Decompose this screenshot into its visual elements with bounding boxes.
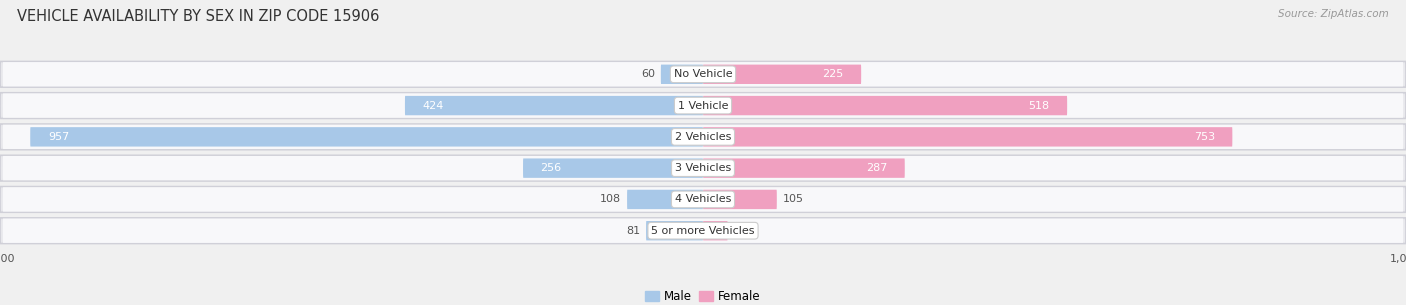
FancyBboxPatch shape <box>0 155 1406 181</box>
Legend: Male, Female: Male, Female <box>641 287 765 305</box>
FancyBboxPatch shape <box>703 190 778 209</box>
Text: 424: 424 <box>422 101 444 111</box>
FancyBboxPatch shape <box>703 96 1067 115</box>
FancyBboxPatch shape <box>30 127 703 147</box>
FancyBboxPatch shape <box>0 124 1406 150</box>
FancyBboxPatch shape <box>0 93 1406 118</box>
FancyBboxPatch shape <box>3 187 1403 212</box>
Text: Source: ZipAtlas.com: Source: ZipAtlas.com <box>1278 9 1389 19</box>
FancyBboxPatch shape <box>3 218 1403 243</box>
Text: 108: 108 <box>600 194 621 204</box>
FancyBboxPatch shape <box>703 221 728 240</box>
Text: 81: 81 <box>626 226 641 236</box>
FancyBboxPatch shape <box>647 221 703 240</box>
Text: 4 Vehicles: 4 Vehicles <box>675 194 731 204</box>
Text: 957: 957 <box>48 132 69 142</box>
FancyBboxPatch shape <box>3 62 1403 87</box>
FancyBboxPatch shape <box>703 65 860 84</box>
FancyBboxPatch shape <box>3 125 1403 149</box>
Text: 35: 35 <box>734 226 747 236</box>
Text: 1 Vehicle: 1 Vehicle <box>678 101 728 111</box>
FancyBboxPatch shape <box>3 93 1403 118</box>
Text: 256: 256 <box>540 163 562 173</box>
FancyBboxPatch shape <box>703 127 1232 147</box>
Text: 3 Vehicles: 3 Vehicles <box>675 163 731 173</box>
FancyBboxPatch shape <box>405 96 703 115</box>
FancyBboxPatch shape <box>0 218 1406 243</box>
FancyBboxPatch shape <box>3 156 1403 180</box>
FancyBboxPatch shape <box>0 62 1406 87</box>
FancyBboxPatch shape <box>523 158 703 178</box>
Text: VEHICLE AVAILABILITY BY SEX IN ZIP CODE 15906: VEHICLE AVAILABILITY BY SEX IN ZIP CODE … <box>17 9 380 24</box>
Text: No Vehicle: No Vehicle <box>673 69 733 79</box>
FancyBboxPatch shape <box>627 190 703 209</box>
Text: 518: 518 <box>1028 101 1049 111</box>
Text: 753: 753 <box>1194 132 1215 142</box>
FancyBboxPatch shape <box>661 65 703 84</box>
Text: 2 Vehicles: 2 Vehicles <box>675 132 731 142</box>
Text: 287: 287 <box>866 163 887 173</box>
Text: 5 or more Vehicles: 5 or more Vehicles <box>651 226 755 236</box>
FancyBboxPatch shape <box>703 158 905 178</box>
FancyBboxPatch shape <box>0 187 1406 212</box>
Text: 60: 60 <box>641 69 655 79</box>
Text: 105: 105 <box>782 194 803 204</box>
Text: 225: 225 <box>823 69 844 79</box>
